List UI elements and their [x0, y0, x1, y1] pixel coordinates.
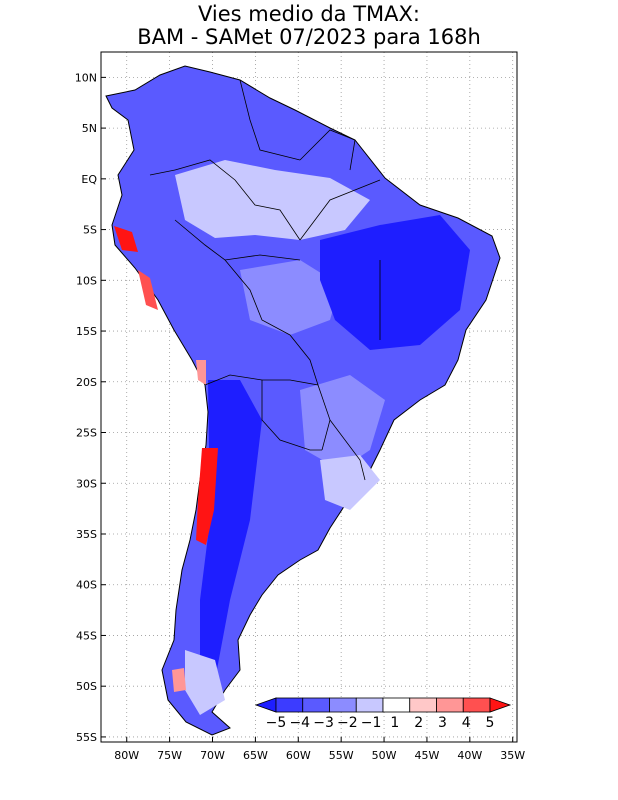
lat-tick-label: 45S: [76, 629, 97, 642]
country-borders: [149, 79, 381, 481]
peru-andes-warm-patch: [138, 270, 158, 310]
map-frame: [100, 51, 518, 743]
colorbar-label: −3: [313, 715, 334, 731]
longitude-axis: 80W 75W 70W 65W 60W 55W 50W 45W 40W 35W: [114, 737, 525, 762]
colorbar-label: 3: [438, 715, 447, 731]
title-line-1: Vies medio da TMAX:: [198, 2, 420, 26]
title-line-2: BAM - SAMet 07/2023 para 168h: [137, 25, 481, 49]
lat-tick-label: 40S: [76, 579, 97, 592]
lon-tick-label: 50W: [372, 749, 397, 762]
colorbar-min-arrow: [254, 697, 277, 713]
colorbar-swatch: [355, 697, 384, 713]
colorbar-label: −5: [266, 715, 287, 731]
amazon-light-region: [175, 160, 370, 240]
colorbar-label: −2: [337, 715, 358, 731]
colorbar-max-arrow: [489, 697, 512, 713]
lat-tick-label: EQ: [81, 173, 97, 186]
lon-tick-label: 65W: [243, 749, 268, 762]
patagonia-warm-patch: [172, 668, 186, 692]
northeast-dark-region: [320, 215, 470, 350]
lat-tick-label: 25S: [76, 427, 97, 440]
lon-tick-label: 80W: [114, 749, 139, 762]
lat-tick-label: 20S: [76, 376, 97, 389]
lat-tick-label: 5S: [83, 224, 97, 237]
patagonia-light-region: [185, 650, 225, 715]
colorbar-swatch: [436, 697, 464, 713]
central-light-region: [240, 260, 340, 335]
peru-coast-warm-patch: [114, 226, 138, 252]
colorbar-swatch: [382, 697, 411, 713]
colorbar: −5 −4 −3 −2 −1 1 2 3 4 5: [254, 697, 512, 731]
colorbar-label: 1: [390, 715, 399, 731]
southeast-light-region: [300, 375, 385, 470]
lon-tick-label: 75W: [157, 749, 182, 762]
colorbar-swatch: [462, 697, 491, 713]
lat-tick-label: 10N: [75, 71, 97, 84]
colorbar-swatch: [329, 697, 357, 713]
lon-tick-label: 40W: [457, 749, 482, 762]
colorbar-label: 4: [462, 715, 471, 731]
lat-tick-label: 5N: [82, 122, 97, 135]
lon-tick-label: 35W: [500, 749, 525, 762]
lat-tick-label: 55S: [76, 731, 97, 744]
latitude-axis: 10N 5N EQ 5S 10S 15S 20S 25S 30S 35S 40S 45S 50S 55S: [75, 71, 106, 744]
lon-tick-label: 45W: [415, 749, 440, 762]
lat-tick-label: 15S: [76, 325, 97, 338]
colorbar-swatch: [302, 697, 330, 713]
lat-tick-label: 10S: [76, 274, 97, 287]
lon-tick-label: 60W: [286, 749, 311, 762]
lat-tick-label: 30S: [76, 477, 97, 490]
chile-coast-warm-patch: [196, 360, 206, 385]
lon-tick-label: 55W: [329, 749, 354, 762]
southern-brazil-light-region: [320, 455, 380, 510]
colorbar-label: 5: [486, 715, 495, 731]
lat-tick-label: 50S: [76, 680, 97, 693]
chile-warm-strip: [196, 448, 218, 545]
colorbar-swatch: [409, 697, 437, 713]
lon-tick-label: 70W: [200, 749, 225, 762]
colorbar-label: 2: [414, 715, 423, 731]
colorbar-swatch: [275, 697, 304, 713]
lat-tick-label: 35S: [76, 528, 97, 541]
colorbar-label: −4: [289, 715, 310, 731]
colorbar-label: −1: [361, 715, 382, 731]
